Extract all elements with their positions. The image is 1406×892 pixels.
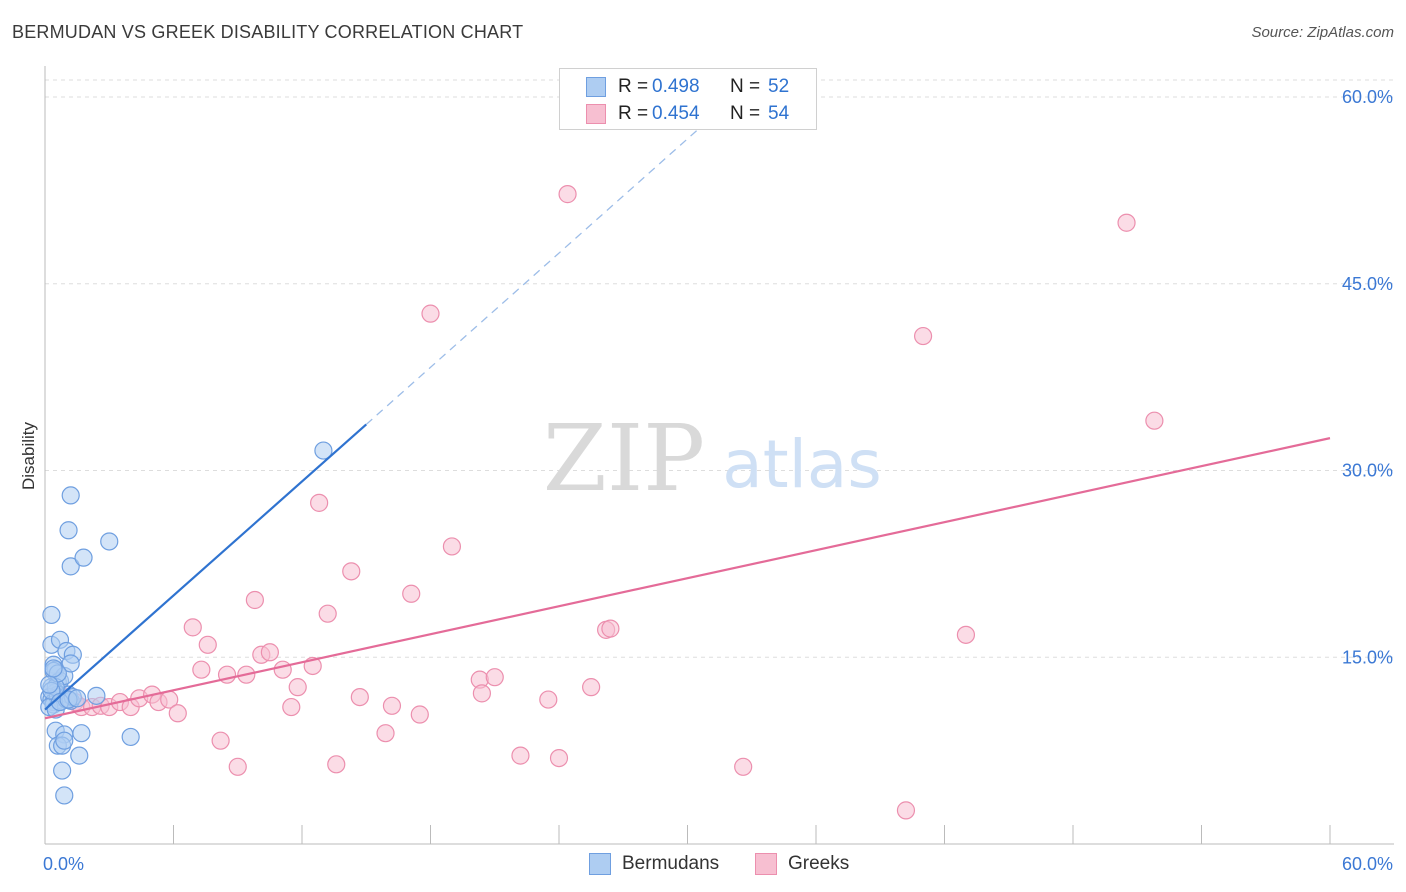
bermudan-point [61, 557, 80, 576]
bottom-legend-label: Greeks [788, 853, 850, 874]
greek-point [582, 678, 601, 697]
greek-point [282, 697, 301, 717]
greek-point [442, 537, 462, 556]
greek-point [539, 690, 558, 709]
y-axis-label: Disability [19, 421, 38, 490]
bermudan-point [87, 686, 106, 705]
watermark-atlas: atlas [722, 426, 882, 503]
greek-point [260, 643, 279, 662]
bermudan-point [59, 521, 78, 540]
y-tick-label: 60.0% [1342, 87, 1393, 107]
greek-point [1145, 411, 1164, 430]
greek-point [318, 604, 337, 623]
bermudan-point [74, 548, 93, 567]
greek-point [288, 678, 307, 697]
legend-r-value: 0.498 [652, 76, 700, 97]
bermudan-point [55, 786, 74, 805]
greek-point [896, 801, 916, 820]
greek-point [1117, 213, 1136, 232]
bermudan-point [100, 532, 119, 551]
bermudan-point [314, 441, 333, 460]
legend-n-label: N = [730, 76, 761, 97]
bermudan-point [61, 654, 80, 673]
legend-swatch-blue [586, 77, 606, 97]
greek-point [310, 493, 329, 512]
bermudan-point [121, 727, 140, 747]
greek-point [382, 696, 402, 715]
legend-n-label: N = [730, 103, 761, 124]
legend-r-value: 0.454 [652, 103, 700, 124]
legend-r-label: R = [618, 103, 649, 124]
greek-point [376, 724, 395, 743]
x-tick-label-max: 60.0% [1342, 854, 1393, 874]
greek-point [549, 748, 569, 768]
greek-point [410, 705, 429, 724]
y-tick-label: 15.0% [1342, 647, 1393, 667]
y-tick-label: 30.0% [1342, 461, 1393, 481]
greek-point [511, 746, 530, 765]
greek-point [211, 731, 230, 750]
greek-point [402, 584, 421, 603]
greek-point [228, 757, 247, 776]
bermudan-trend-extension [365, 100, 731, 425]
greek-point [327, 755, 346, 774]
greek-point [913, 326, 933, 346]
greek-trend-line [44, 437, 1331, 720]
greek-point [485, 668, 504, 687]
points-layer [40, 185, 1164, 820]
bermudan-point [42, 605, 61, 625]
greek-point [558, 185, 577, 204]
greek-point [168, 704, 187, 723]
bermudan-point [40, 675, 59, 694]
trend-layer [44, 100, 1331, 720]
watermark-zip: ZIP [543, 405, 705, 512]
source-label: Source: ZipAtlas.com [1251, 24, 1394, 41]
x-tick-label-min: 0.0% [43, 854, 84, 874]
legend-swatch-pink [586, 104, 606, 124]
bermudan-point [61, 486, 80, 505]
bottom-legend-swatch-pink [755, 853, 777, 875]
greek-point [273, 660, 292, 679]
legend-n-value: 52 [768, 76, 790, 97]
greek-point [342, 562, 361, 581]
greek-point [350, 687, 369, 707]
bermudan-point [53, 761, 72, 780]
greek-point [601, 619, 620, 638]
legend-r-label: R = [618, 76, 649, 97]
y-tick-label: 45.0% [1342, 274, 1393, 294]
bermudan-point [72, 724, 91, 743]
bottom-legend-label: Bermudans [622, 853, 720, 874]
greek-point [472, 684, 491, 703]
legend-n-value: 54 [768, 103, 790, 124]
bermudan-point [68, 689, 87, 708]
label-layer: 15.0% 30.0% 45.0% 60.0% 0.0% 60.0% Disability [19, 87, 1393, 874]
greek-point [192, 660, 211, 679]
greek-point [245, 590, 264, 610]
greek-point [183, 618, 202, 637]
greek-point [734, 757, 753, 776]
bermudan-trend-line [44, 423, 367, 711]
correlation-legend: R = 0.498 N = 52 R = 0.454 N = 54 [559, 68, 817, 130]
bermudan-point [44, 659, 63, 678]
bermudan-point [70, 746, 89, 765]
greek-point [956, 625, 976, 644]
greek-point [198, 635, 217, 654]
bermudan-point [55, 731, 74, 750]
axis-layer [44, 66, 1394, 845]
greek-point [421, 304, 440, 323]
bottom-legend-swatch-blue [589, 853, 611, 875]
chart-title: BERMUDAN VS GREEK DISABILITY CORRELATION… [12, 22, 524, 42]
